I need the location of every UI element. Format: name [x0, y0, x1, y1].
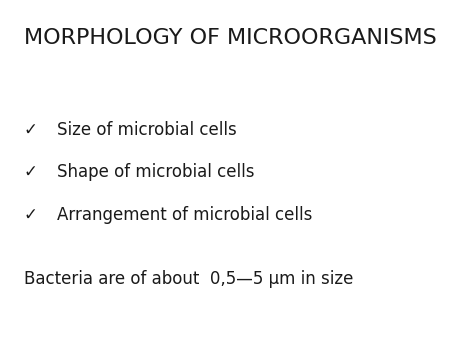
Text: Shape of microbial cells: Shape of microbial cells	[57, 163, 255, 181]
Text: Arrangement of microbial cells: Arrangement of microbial cells	[57, 206, 312, 224]
Text: ✓: ✓	[24, 121, 37, 139]
Text: Size of microbial cells: Size of microbial cells	[57, 121, 237, 139]
Text: ✓: ✓	[24, 163, 37, 181]
Text: ✓: ✓	[24, 206, 37, 224]
Text: MORPHOLOGY OF MICROORGANISMS: MORPHOLOGY OF MICROORGANISMS	[24, 28, 437, 48]
Text: Bacteria are of about  0,5—5 μm in size: Bacteria are of about 0,5—5 μm in size	[24, 270, 353, 288]
